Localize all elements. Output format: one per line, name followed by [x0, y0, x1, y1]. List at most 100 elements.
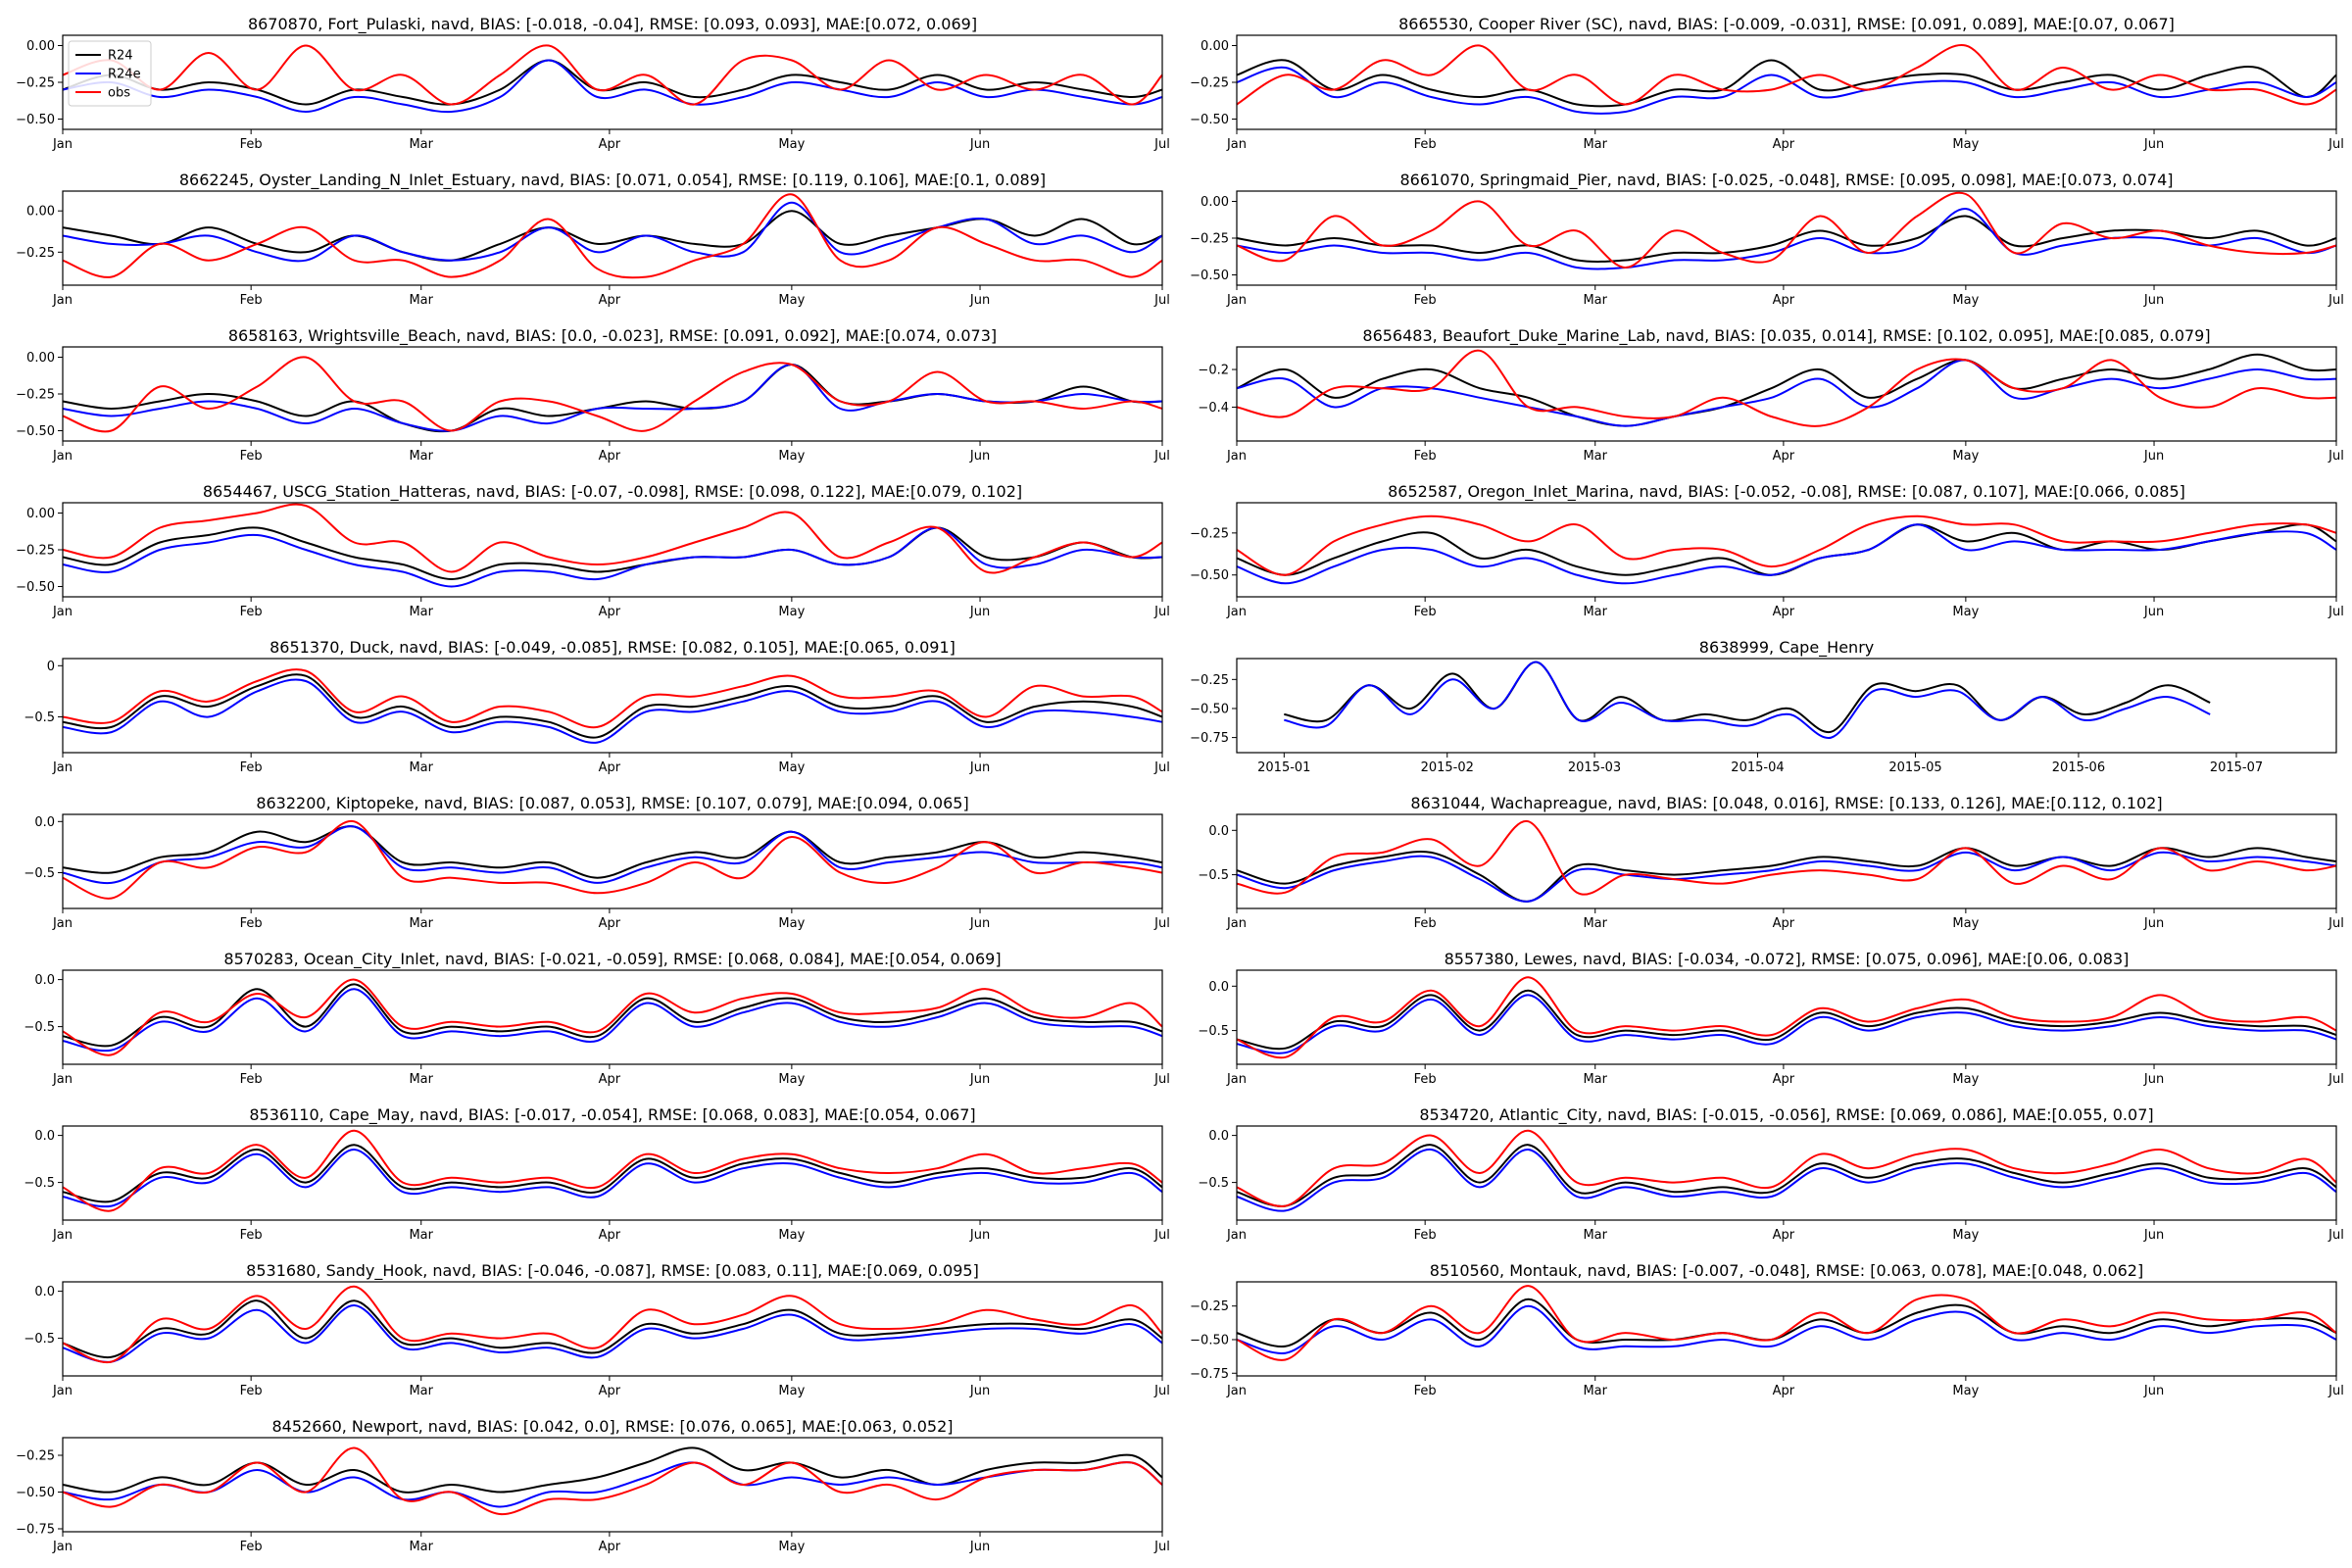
subplot-title: 8651370, Duck, navd, BIAS: [-0.049, -0.0… [270, 638, 956, 657]
y-tick-label: 0.00 [26, 205, 55, 220]
x-tick-label: May [778, 1072, 805, 1087]
subplot-11: 8631044, Wachapreague, navd, BIAS: [0.04… [1198, 794, 2343, 931]
y-tick-label: −0.50 [1190, 1333, 1229, 1348]
y-tick-label: −0.5 [24, 1176, 55, 1191]
subplot-title: 8670870, Fort_Pulaski, navd, BIAS: [-0.0… [248, 15, 977, 34]
x-tick-label: Apr [1773, 1228, 1795, 1243]
y-tick-label: −0.5 [24, 1332, 55, 1347]
x-tick-label: Jan [52, 1228, 73, 1243]
y-tick-label: −0.50 [1190, 568, 1229, 583]
subplot-15: 8534720, Atlantic_City, navd, BIAS: [-0.… [1198, 1105, 2343, 1243]
x-tick-label: Jun [2143, 605, 2164, 619]
series-line-r24e [62, 988, 1163, 1053]
subplot-18: 8452660, Newport, navd, BIAS: [0.042, 0.… [16, 1417, 1170, 1554]
series-line-r24e [1236, 1304, 2337, 1354]
y-tick-label: −0.75 [1190, 1367, 1229, 1382]
series-line-obs [62, 978, 1163, 1056]
legend: R24 R24e obs [68, 40, 152, 107]
series-line-r24 [62, 1299, 1163, 1358]
y-tick-label: 0.0 [34, 973, 55, 988]
series-line-r24e [62, 825, 1163, 885]
y-tick-label: −0.25 [16, 76, 55, 91]
subplot-0: 8670870, Fort_Pulaski, navd, BIAS: [-0.0… [16, 15, 1170, 152]
series-line-r24e [62, 1461, 1163, 1508]
subplot-12: 8570283, Ocean_City_Inlet, navd, BIAS: [… [24, 950, 1169, 1087]
y-tick-label: −0.4 [1198, 401, 1229, 416]
x-tick-label: Jan [1226, 1228, 1247, 1243]
series-line-obs [1236, 1129, 2337, 1207]
subplot-4: 8658163, Wrightsville_Beach, navd, BIAS:… [16, 326, 1170, 464]
x-tick-label: Jan [52, 137, 73, 152]
x-tick-label: Jan [52, 293, 73, 308]
y-tick-label: −0.25 [1190, 76, 1229, 91]
x-tick-label: Mar [409, 760, 433, 775]
x-tick-label: Jul [2328, 293, 2344, 308]
x-tick-label: Apr [599, 1072, 621, 1087]
series-line-obs [62, 820, 1163, 900]
x-tick-label: 2015-06 [2052, 760, 2105, 775]
y-tick-label: 0.0 [34, 815, 55, 830]
series-line-obs [1236, 820, 2337, 896]
subplot-title: 8531680, Sandy_Hook, navd, BIAS: [-0.046… [246, 1261, 979, 1281]
x-tick-label: Feb [1414, 605, 1437, 619]
legend-box [68, 40, 152, 107]
x-tick-label: Mar [1583, 1072, 1607, 1087]
x-tick-label: Mar [409, 1072, 433, 1087]
x-tick-label: Jun [969, 605, 990, 619]
axes-frame [1236, 346, 2337, 442]
y-tick-label: −0.50 [16, 1486, 55, 1500]
series-line-r24 [62, 526, 1163, 580]
y-tick-label: −0.25 [1190, 232, 1229, 247]
x-tick-label: Mar [409, 293, 433, 308]
x-tick-label: Jul [2328, 1384, 2344, 1398]
y-tick-label: −0.50 [1190, 113, 1229, 127]
series-line-r24 [62, 1144, 1163, 1203]
subplot-title: 8661070, Springmaid_Pier, navd, BIAS: [-… [1399, 171, 2173, 190]
series-line-r24 [62, 210, 1163, 262]
series-line-r24e [1236, 523, 2337, 585]
series-line-r24 [1236, 989, 2337, 1051]
y-tick-label: −0.75 [1190, 731, 1229, 746]
x-tick-label: Feb [240, 760, 263, 775]
x-tick-label: May [1952, 449, 1979, 464]
x-tick-label: Jun [2143, 137, 2164, 152]
subplot-title: 8452660, Newport, navd, BIAS: [0.042, 0.… [271, 1417, 953, 1436]
x-tick-label: Mar [409, 1540, 433, 1554]
series-line-r24 [1284, 661, 2211, 733]
x-tick-label: 2015-05 [1888, 760, 1941, 775]
axes-frame [1236, 502, 2337, 598]
series-line-r24 [62, 983, 1163, 1048]
subplot-title: 8631044, Wachapreague, navd, BIAS: [0.04… [1410, 794, 2162, 812]
x-tick-label: Jul [1153, 137, 1170, 152]
x-tick-label: Feb [240, 1072, 263, 1087]
x-tick-label: Jan [52, 1384, 73, 1398]
x-tick-label: May [1952, 1384, 1979, 1398]
x-tick-label: Jun [2143, 1384, 2164, 1398]
y-tick-label: 0.00 [26, 351, 55, 366]
x-tick-label: May [778, 1540, 805, 1554]
x-tick-label: Jan [52, 1072, 73, 1087]
subplot-10: 8632200, Kiptopeke, navd, BIAS: [0.087, … [24, 794, 1169, 931]
x-tick-label: Apr [599, 760, 621, 775]
subplot-8: 8651370, Duck, navd, BIAS: [-0.049, -0.0… [24, 638, 1169, 775]
series-line-obs [62, 356, 1163, 433]
y-tick-label: −0.50 [1190, 269, 1229, 283]
subplot-5: 8656483, Beaufort_Duke_Marine_Lab, navd,… [1198, 326, 2343, 464]
series-line-obs [62, 193, 1163, 279]
y-tick-label: −0.5 [1198, 1176, 1229, 1191]
subplot-title: 8652587, Oregon_Inlet_Marina, navd, BIAS… [1388, 482, 2185, 502]
series-line-r24 [1236, 353, 2337, 427]
x-tick-label: Jun [969, 1384, 990, 1398]
y-tick-label: 0.00 [1200, 195, 1229, 210]
axes-frame [62, 1281, 1163, 1377]
x-tick-label: Jan [1226, 137, 1247, 152]
x-tick-label: Jul [1153, 449, 1170, 464]
series-line-r24e [62, 201, 1163, 263]
x-tick-label: Feb [240, 1384, 263, 1398]
subplot-2: 8662245, Oyster_Landing_N_Inlet_Estuary,… [16, 171, 1170, 308]
series-line-r24e [62, 59, 1163, 114]
x-tick-label: Jul [1153, 1228, 1170, 1243]
x-tick-label: Feb [240, 449, 263, 464]
y-tick-label: −0.25 [16, 246, 55, 261]
subplot-6: 8654467, USCG_Station_Hatteras, navd, BI… [16, 482, 1170, 619]
